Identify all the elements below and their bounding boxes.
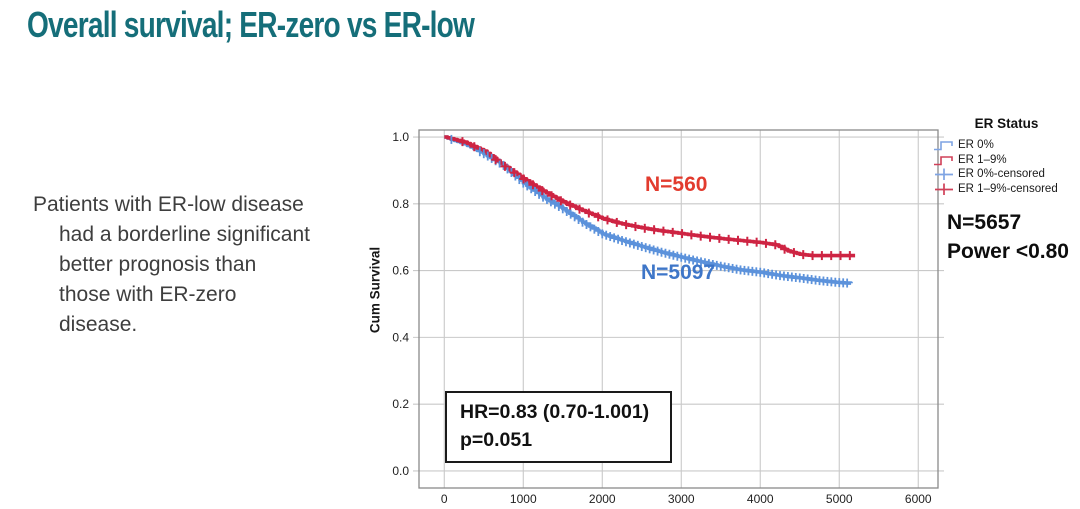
note-line: better prognosis than — [59, 253, 257, 276]
svg-text:3000: 3000 — [668, 492, 695, 505]
svg-text:0: 0 — [441, 492, 448, 505]
legend-item: ER 1–9% — [933, 153, 1080, 168]
legend-item: ER 0% — [933, 138, 1080, 153]
note-line: disease. — [59, 313, 138, 336]
svg-text:0.8: 0.8 — [392, 197, 409, 211]
step-line-icon — [934, 155, 953, 166]
step-line-icon — [934, 141, 953, 151]
svg-text:1000: 1000 — [510, 492, 537, 505]
page-title: Overall survival; ER-zero vs ER-low — [27, 4, 475, 45]
svg-text:0.4: 0.4 — [392, 330, 409, 344]
total-n: N=5657 — [947, 211, 1022, 234]
svg-text:1.0: 1.0 — [392, 130, 409, 144]
hr-stat-box: HR=0.83 (0.70-1.001) p=0.051 — [445, 391, 672, 463]
censored-plus-icon — [935, 168, 953, 181]
legend: ER Status ER 0% ER 1–9% ER 0%-censored ER 1… — [933, 116, 1080, 266]
summary-note: Patients with ER-low disease had a border… — [33, 190, 363, 340]
legend-item-label: ER 0% — [958, 139, 994, 152]
svg-text:6000: 6000 — [905, 492, 932, 505]
legend-item-label: ER 1–9%-censored — [958, 182, 1058, 195]
note-line: Patients with ER-low disease — [33, 193, 304, 216]
svg-text:0.0: 0.0 — [392, 464, 409, 478]
svg-text:0.6: 0.6 — [392, 264, 409, 278]
legend-stats: N=5657 Power <0.80 — [933, 208, 1080, 266]
svg-text:2000: 2000 — [589, 492, 616, 505]
legend-item: ER 0%-censored — [933, 167, 1080, 182]
annotation-n-er-low: N=560 — [645, 173, 708, 196]
hr-value: HR=0.83 (0.70-1.001) — [460, 401, 650, 423]
y-axis-title: Cum Survival — [367, 246, 383, 334]
legend-title: ER Status — [974, 116, 1039, 131]
legend-item-label: ER 1–9% — [958, 153, 1007, 166]
svg-text:0.2: 0.2 — [392, 397, 409, 411]
legend-items: ER 0% ER 1–9% ER 0%-censored ER 1–9%-censor… — [933, 138, 1080, 196]
censored-plus-icon — [935, 183, 953, 195]
note-line: had a borderline significant — [59, 223, 310, 246]
legend-item: ER 1–9%-censored — [933, 182, 1080, 197]
legend-item-label: ER 0%-censored — [958, 168, 1045, 181]
svg-text:5000: 5000 — [826, 492, 853, 505]
svg-text:4000: 4000 — [747, 492, 774, 505]
note-line: those with ER-zero — [59, 283, 237, 306]
annotation-n-er-zero: N=5097 — [641, 261, 716, 284]
power-value: Power <0.80 — [947, 240, 1069, 263]
km-chart: 0 1000 2000 3000 4000 5000 6000 0.0 0.2 0.4 0.6 0.8… — [355, 105, 975, 505]
p-value: p=0.051 — [460, 429, 533, 451]
